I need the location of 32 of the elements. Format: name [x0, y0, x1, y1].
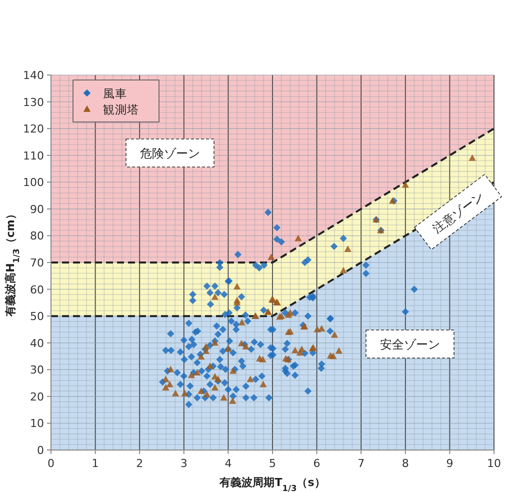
x-tick-label: 9 — [446, 457, 454, 470]
y-tick-label: 130 — [23, 96, 44, 109]
legend-label: 観測塔 — [103, 102, 139, 116]
y-tick-label: 110 — [23, 149, 44, 162]
y-tick-label: 90 — [30, 202, 44, 216]
y-tick-label: 30 — [30, 364, 44, 377]
y-tick-label: 50 — [30, 310, 44, 324]
y-tick-label: 0 — [37, 444, 44, 457]
y-tick-label: 100 — [23, 176, 44, 190]
x-tick-label: 6 — [313, 457, 320, 470]
y-tick-label: 120 — [23, 122, 44, 136]
annotation: 安全ゾーン — [380, 338, 440, 352]
x-tick-label: 8 — [402, 457, 409, 470]
y-tick-label: 80 — [30, 230, 44, 243]
x-tick-label: 0 — [48, 457, 54, 470]
y-tick-label: 60 — [30, 283, 44, 296]
y-tick-label: 20 — [30, 390, 44, 404]
x-tick-label: 10 — [487, 457, 501, 470]
x-axis-title: 有義波周期T$_{1/3}$（s） — [218, 476, 326, 492]
x-tick-label: 5 — [269, 457, 276, 470]
y-tick-label: 140 — [23, 69, 44, 82]
annotation: 注意ゾーン — [430, 188, 486, 236]
y-tick-label: 40 — [30, 336, 44, 350]
x-tick-label: 4 — [224, 457, 232, 470]
x-tick-label: 3 — [180, 457, 188, 470]
x-tick-label: 1 — [92, 457, 99, 470]
y-tick-label: 70 — [30, 256, 44, 270]
legend-label: 風車 — [103, 86, 127, 100]
y-tick-label: 10 — [30, 417, 44, 430]
x-tick-label: 2 — [136, 457, 144, 470]
annotation: 危険ゾーン — [140, 146, 200, 160]
x-tick-label: 7 — [358, 457, 365, 470]
